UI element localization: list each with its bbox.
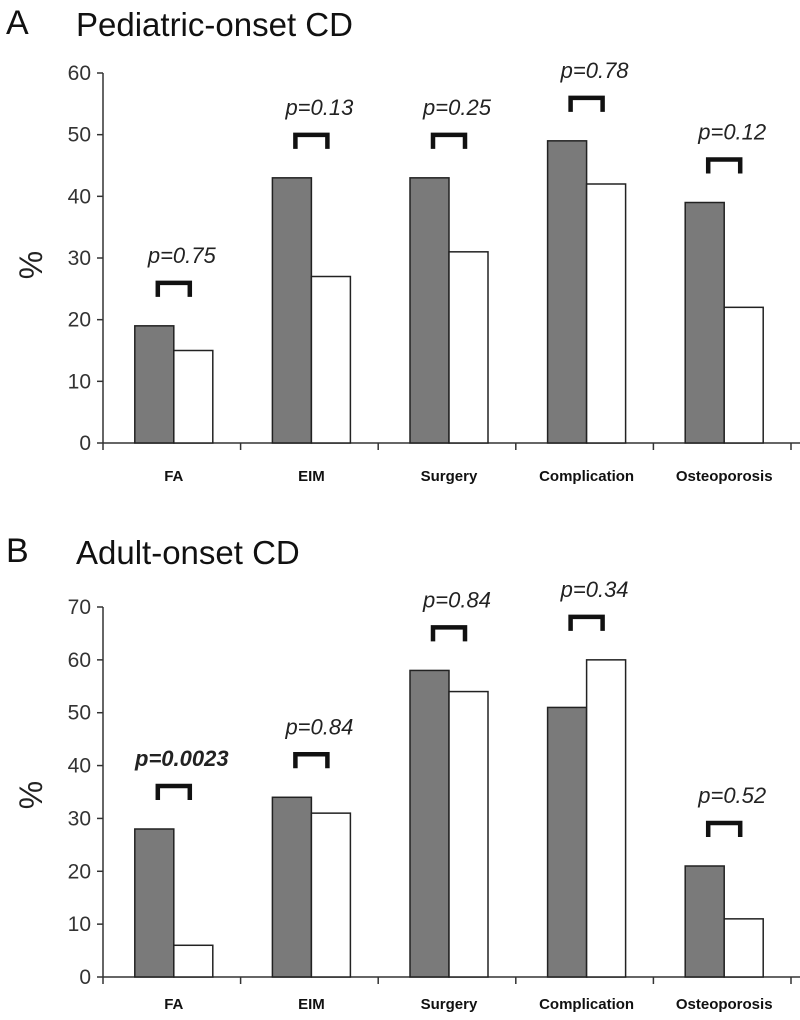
y-tick-label: 70 <box>68 596 91 619</box>
y-tick-label: 0 <box>79 966 91 989</box>
significance-bracket <box>430 625 468 642</box>
significance-bracket <box>293 752 330 769</box>
bar-fa-series-2 <box>173 944 214 978</box>
x-tick-label: FA <box>164 468 183 485</box>
p-value-label: p=0.13 <box>284 95 354 120</box>
x-tick-label: EIM <box>298 996 325 1013</box>
significance-bracket <box>155 280 193 297</box>
x-tick-label: Complication <box>539 468 634 485</box>
bar-osteoporosis-series-1 <box>684 201 725 444</box>
x-tick-label: Complication <box>539 996 634 1013</box>
y-tick-label: 40 <box>68 755 91 778</box>
bar-complication-series-1 <box>546 140 588 444</box>
p-value-label: p=0.34 <box>560 577 629 602</box>
bar-eim-series-1 <box>271 177 313 444</box>
bar-surgery-series-2 <box>448 690 489 978</box>
panel-letter: A <box>6 4 29 42</box>
bar-complication-series-1 <box>546 706 588 978</box>
bar-surgery-series-1 <box>409 177 450 444</box>
bar-eim-series-2 <box>310 812 352 978</box>
y-tick-label: 10 <box>68 913 91 936</box>
significance-bracket <box>430 132 468 149</box>
x-tick-label: FA <box>164 996 183 1013</box>
bar-surgery-series-1 <box>409 669 450 978</box>
significance-bracket <box>568 614 605 631</box>
y-tick-label: 40 <box>68 185 91 208</box>
y-tick-label: 0 <box>79 432 91 455</box>
y-tick-label: 20 <box>68 860 91 883</box>
x-tick-label: Surgery <box>421 468 478 485</box>
y-tick-label: 50 <box>68 124 91 147</box>
chart-title: Pediatric-onset CD <box>76 6 353 43</box>
bar-complication-series-2 <box>585 659 627 978</box>
p-value-label: p=0.84 <box>422 587 491 612</box>
p-value-label: p=0.84 <box>284 714 353 739</box>
significance-bracket <box>705 157 743 174</box>
y-tick-label: 20 <box>68 309 91 332</box>
bar-complication-series-2 <box>585 183 627 444</box>
bar-fa-series-1 <box>134 828 175 978</box>
bar-eim-series-1 <box>271 796 313 978</box>
y-tick-label: 30 <box>68 247 91 270</box>
y-tick-label: 10 <box>68 370 91 393</box>
p-value-label: p=0.75 <box>147 243 217 268</box>
bar-osteoporosis-series-1 <box>684 865 725 978</box>
y-tick-label: 30 <box>68 807 91 830</box>
x-tick-label: EIM <box>298 468 325 485</box>
significance-bracket <box>705 820 743 837</box>
chart-title: Adult-onset CD <box>76 534 300 571</box>
panel-letter: B <box>6 532 29 570</box>
p-value-label: p=0.25 <box>422 95 492 120</box>
panel-b: B Adult-onset CD% 0 10 20 30 40 50 60 70 FA p=0.002… <box>6 532 800 1013</box>
y-axis-label: % <box>13 781 49 809</box>
p-value-label: p=0.0023 <box>134 746 229 771</box>
panel-a: A Pediatric-onset CD% 0 10 20 30 40 50 60 FA p=0.7… <box>6 4 800 485</box>
bar-eim-series-2 <box>310 275 352 444</box>
bar-fa-series-2 <box>173 349 214 444</box>
bar-osteoporosis-series-2 <box>723 918 764 978</box>
p-value-label: p=0.78 <box>560 58 630 83</box>
bar-osteoporosis-series-2 <box>723 306 764 444</box>
significance-bracket <box>293 132 330 149</box>
y-tick-label: 60 <box>68 649 91 672</box>
significance-bracket <box>568 95 605 112</box>
p-value-label: p=0.52 <box>697 783 766 808</box>
y-axis-label: % <box>13 251 49 279</box>
significance-bracket <box>155 783 193 800</box>
x-tick-label: Osteoporosis <box>676 468 773 485</box>
y-tick-label: 60 <box>68 62 91 85</box>
p-value-label: p=0.12 <box>697 120 766 145</box>
bar-surgery-series-2 <box>448 251 489 444</box>
x-tick-label: Surgery <box>421 996 478 1013</box>
bar-fa-series-1 <box>134 325 175 444</box>
x-tick-label: Osteoporosis <box>676 996 773 1013</box>
y-tick-label: 50 <box>68 702 91 725</box>
